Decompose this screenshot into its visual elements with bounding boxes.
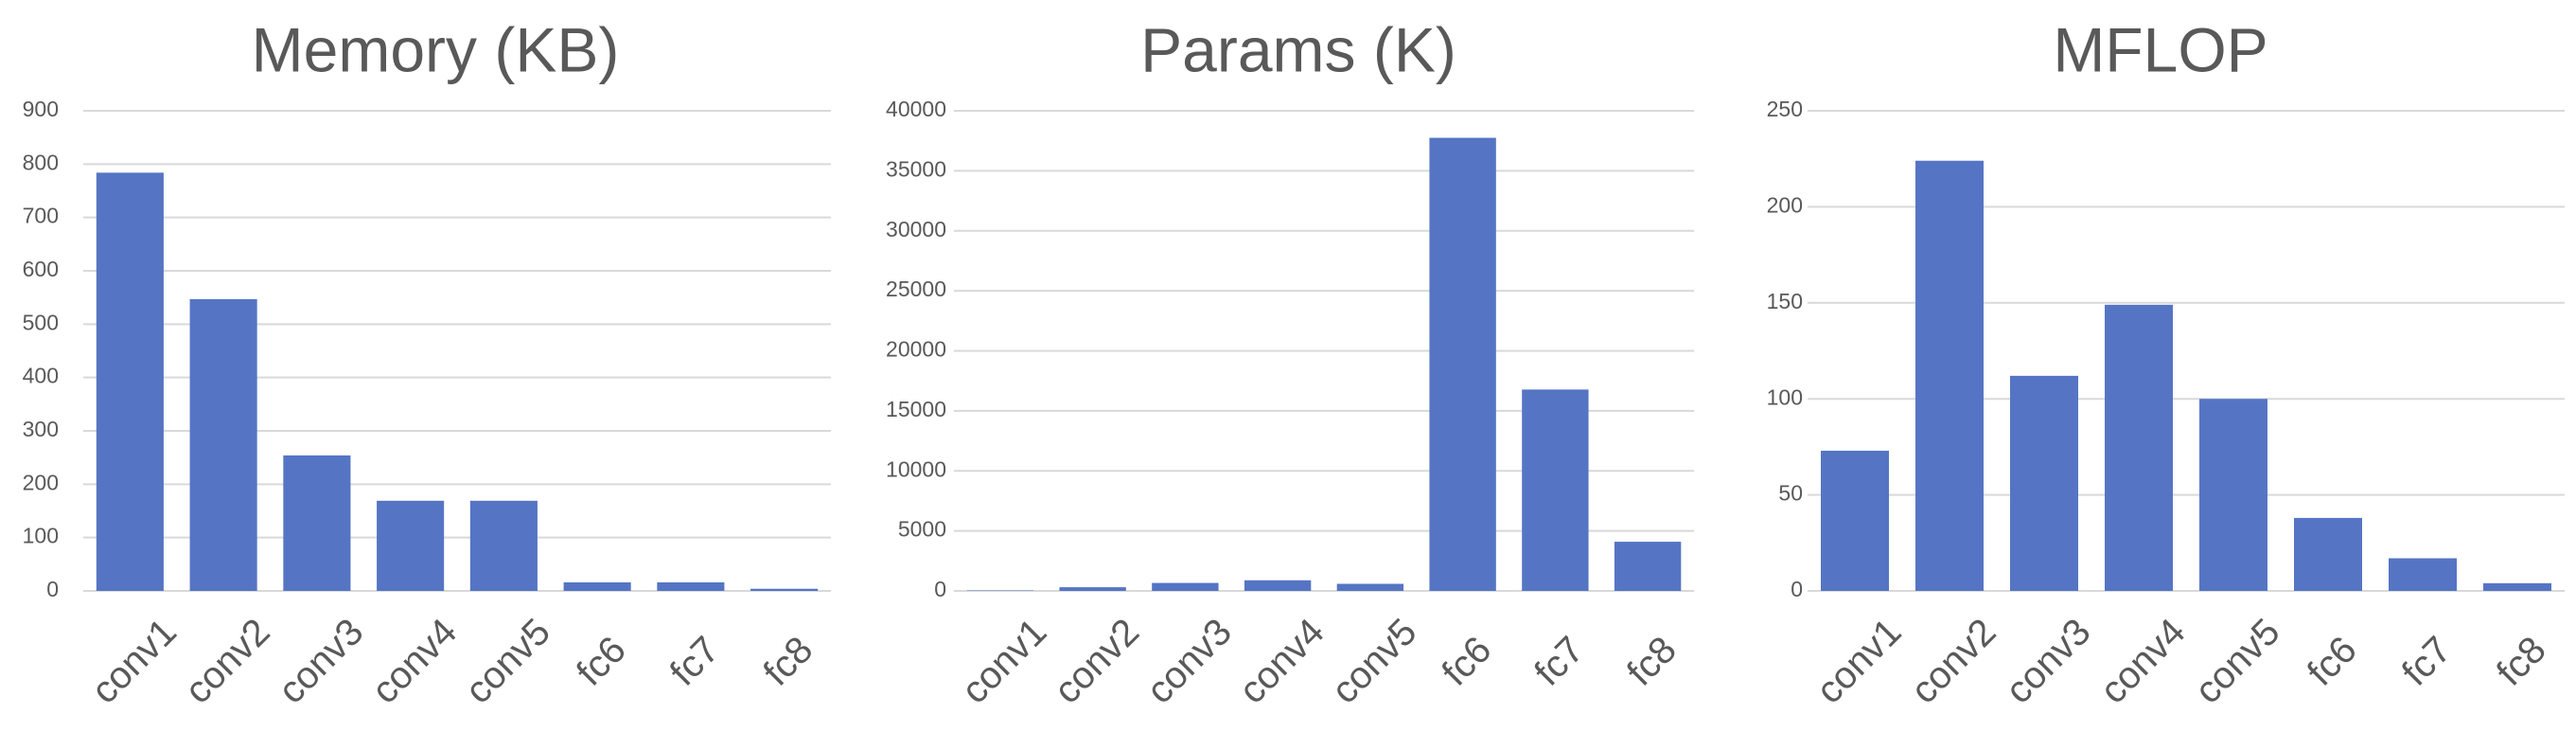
y-tick-label: 0 [46,577,59,601]
bar-conv2 [189,298,257,591]
bar-conv1 [1821,450,1889,591]
x-tick-label: fc7 [662,629,728,694]
y-tick-label: 25000 [886,277,946,301]
bar-conv4 [377,500,445,591]
x-tick-label: conv1 [83,611,185,712]
x-tick-label: fc6 [569,629,634,694]
y-tick-label: 600 [23,257,59,281]
y-tick-label: 200 [1767,192,1803,217]
x-tick-label: conv5 [457,611,558,712]
bar-conv4 [2105,304,2173,591]
y-tick-label: 150 [1767,289,1803,313]
bar-fc6 [1429,137,1496,591]
x-tick-label: fc7 [2394,629,2460,694]
y-tick-label: 250 [1767,97,1803,121]
x-tick-label: fc7 [1526,629,1592,694]
bar-conv2 [1059,587,1126,591]
bar-fc7 [657,581,725,591]
y-tick-label: 800 [23,150,59,174]
y-tick-label: 900 [23,97,59,121]
bar-conv3 [2010,375,2078,591]
x-tick-label: conv2 [177,611,278,712]
bar-conv3 [1152,582,1219,591]
y-tick-label: 10000 [886,456,946,481]
x-tick-label: fc6 [1434,629,1499,694]
x-tick-label: conv5 [1324,611,1425,712]
y-tick-label: 100 [1767,384,1803,409]
bar-conv5 [2199,399,2267,591]
x-tick-label: fc8 [1619,629,1685,694]
y-tick-label: 15000 [886,397,946,421]
x-tick-label: fc8 [2489,629,2554,694]
x-tick-label: conv3 [1998,611,2099,712]
chart-title: Memory (KB) [252,14,620,84]
x-tick-label: conv5 [2187,611,2288,712]
x-tick-label: conv4 [364,611,466,712]
x-tick-label: conv1 [1808,611,1910,712]
bar-conv5 [1336,583,1404,591]
bar-fc8 [1614,542,1682,591]
x-tick-label: fc8 [755,629,820,694]
bar-fc6 [563,581,631,591]
y-tick-label: 400 [23,364,59,388]
x-tick-label: conv4 [2092,611,2194,712]
bar-conv3 [283,455,351,591]
bar-conv1 [96,172,164,591]
bar-fc6 [2294,517,2362,591]
y-tick-label: 700 [23,204,59,228]
chart-title: Params (K) [1140,14,1456,84]
y-tick-label: 100 [23,524,59,548]
y-tick-label: 35000 [886,156,946,181]
bar-fc7 [1522,389,1589,591]
y-tick-label: 5000 [898,517,946,542]
y-tick-label: 20000 [886,337,946,362]
bar-conv4 [1244,580,1312,591]
x-tick-label: conv2 [1903,611,2004,712]
y-tick-label: 0 [934,577,946,601]
chart-panel-3: MFLOP 0 50 100 150 200 250 conv1conv2conv3conv4… [1767,14,2565,712]
y-tick-label: 0 [1791,577,1803,601]
x-tick-label: conv4 [1231,611,1332,712]
x-tick-label: conv3 [271,611,372,712]
x-tick-label: conv2 [1047,611,1148,712]
y-tick-label: 50 [1778,481,1803,506]
y-tick-label: 500 [23,310,59,334]
chart-panel-1: Memory (KB) 0 100 200 300 400 500 600 700 800 900 c… [23,14,831,712]
x-tick-label: conv3 [1138,611,1240,712]
chart-title: MFLOP [2053,14,2267,84]
bar-fc8 [2483,582,2551,591]
y-tick-label: 300 [23,417,59,441]
y-tick-label: 200 [23,470,59,494]
bar-conv2 [1915,160,1984,591]
x-tick-label: conv1 [954,611,1055,712]
y-tick-label: 40000 [886,97,946,121]
x-tick-label: fc6 [2300,629,2365,694]
bar-fc8 [750,588,819,591]
y-tick-label: 30000 [886,217,946,241]
bar-conv5 [469,500,538,591]
bar-fc7 [2389,558,2457,591]
chart-panel-2: Params (K) 0 5000 10000 15000 20000 25000 30000… [886,14,1694,712]
